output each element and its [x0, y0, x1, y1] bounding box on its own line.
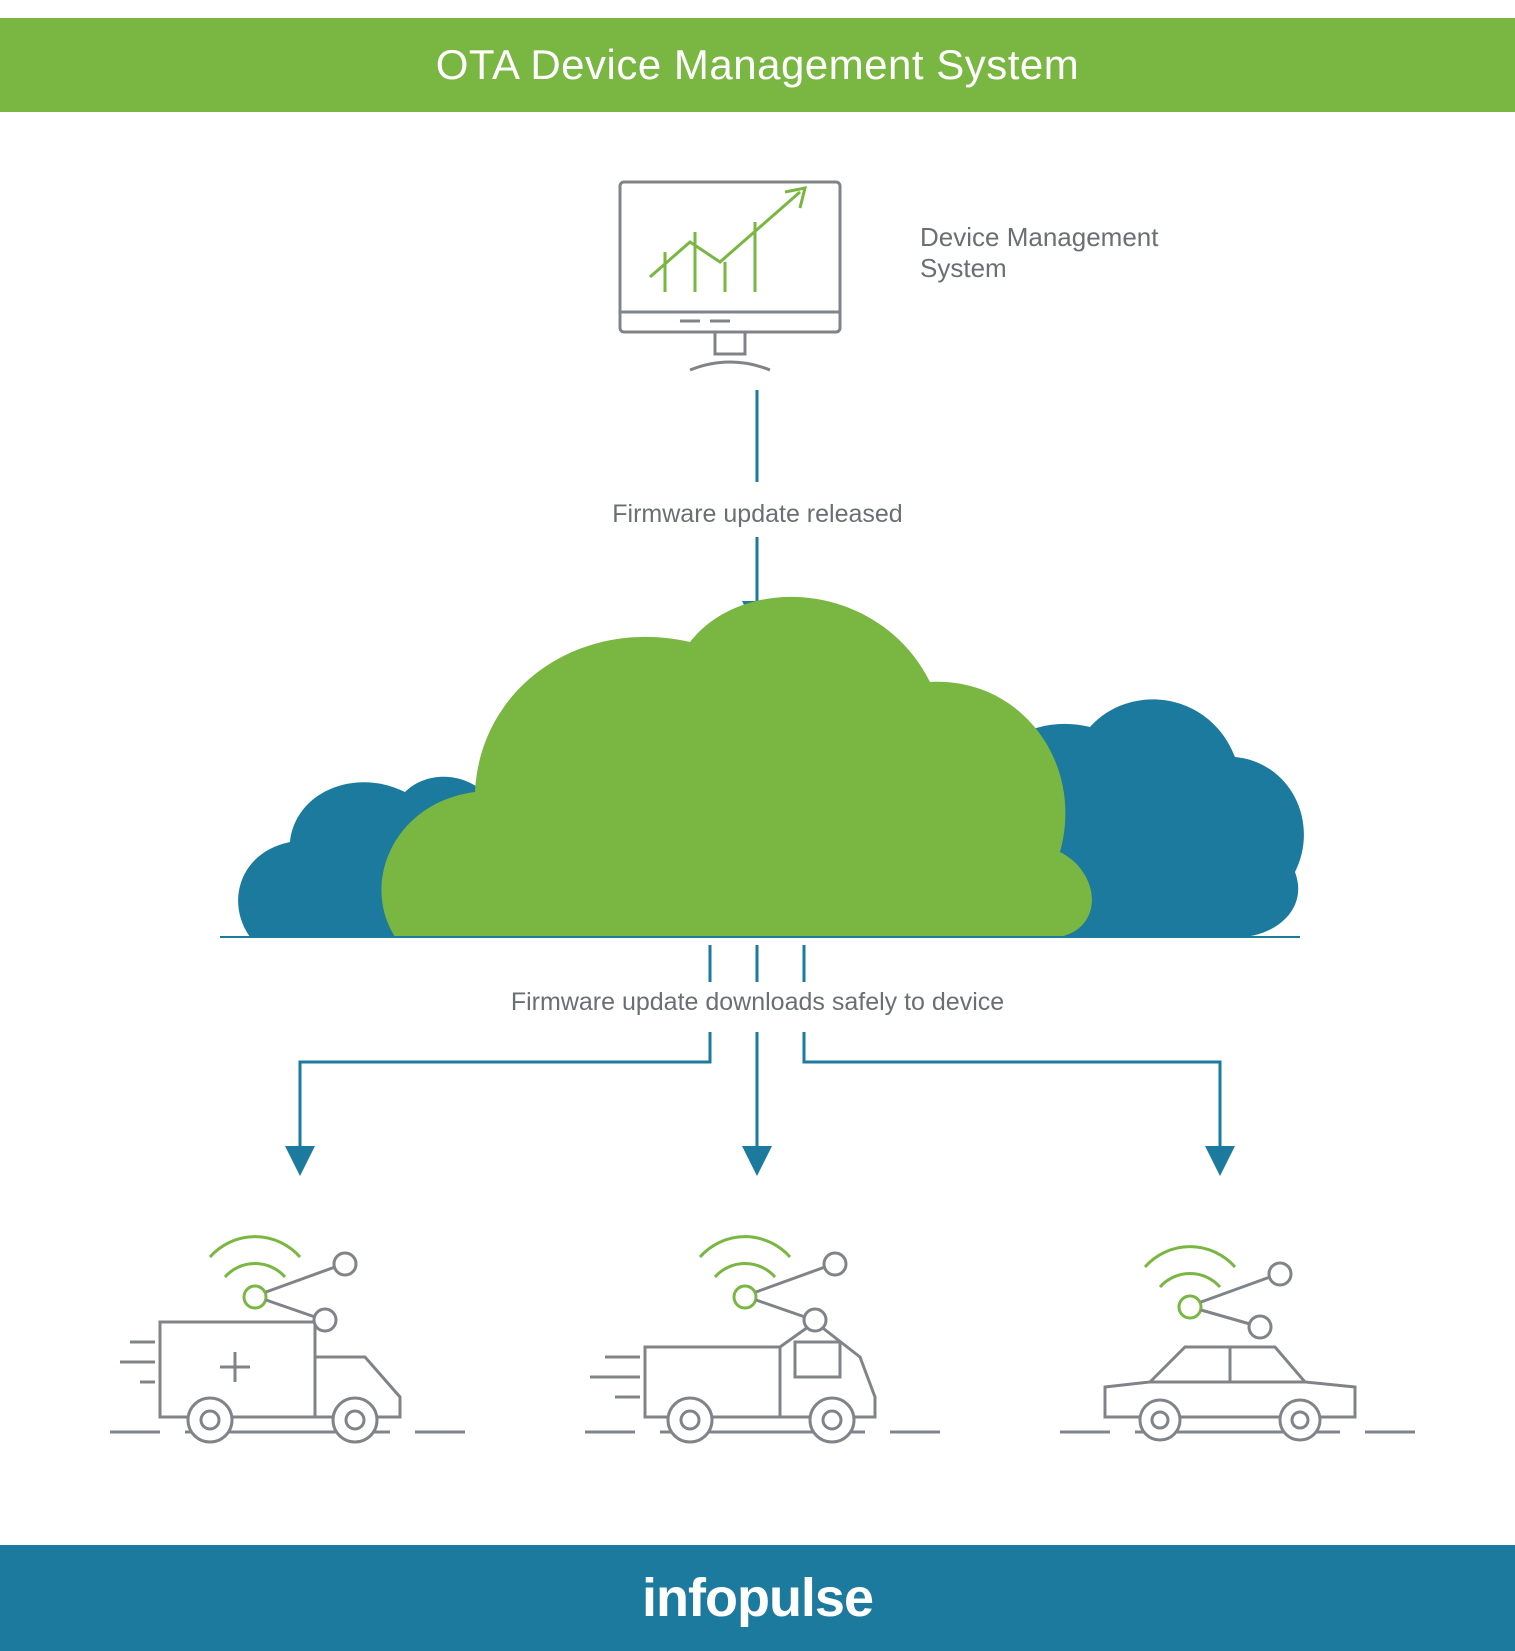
- cloud-group: [220, 597, 1304, 938]
- diagram-svg: [0, 112, 1515, 1542]
- van-icon: [585, 1237, 940, 1442]
- ambulance-icon: [110, 1237, 465, 1442]
- branch-arrows: [300, 1032, 1220, 1167]
- footer-bar: infopulse: [0, 1545, 1515, 1651]
- header-bar: OTA Device Management System: [0, 18, 1515, 112]
- car-icon: [1060, 1247, 1415, 1440]
- page-title: OTA Device Management System: [436, 41, 1079, 89]
- monitor-icon: [620, 182, 840, 370]
- footer-logo: infopulse: [642, 1567, 873, 1629]
